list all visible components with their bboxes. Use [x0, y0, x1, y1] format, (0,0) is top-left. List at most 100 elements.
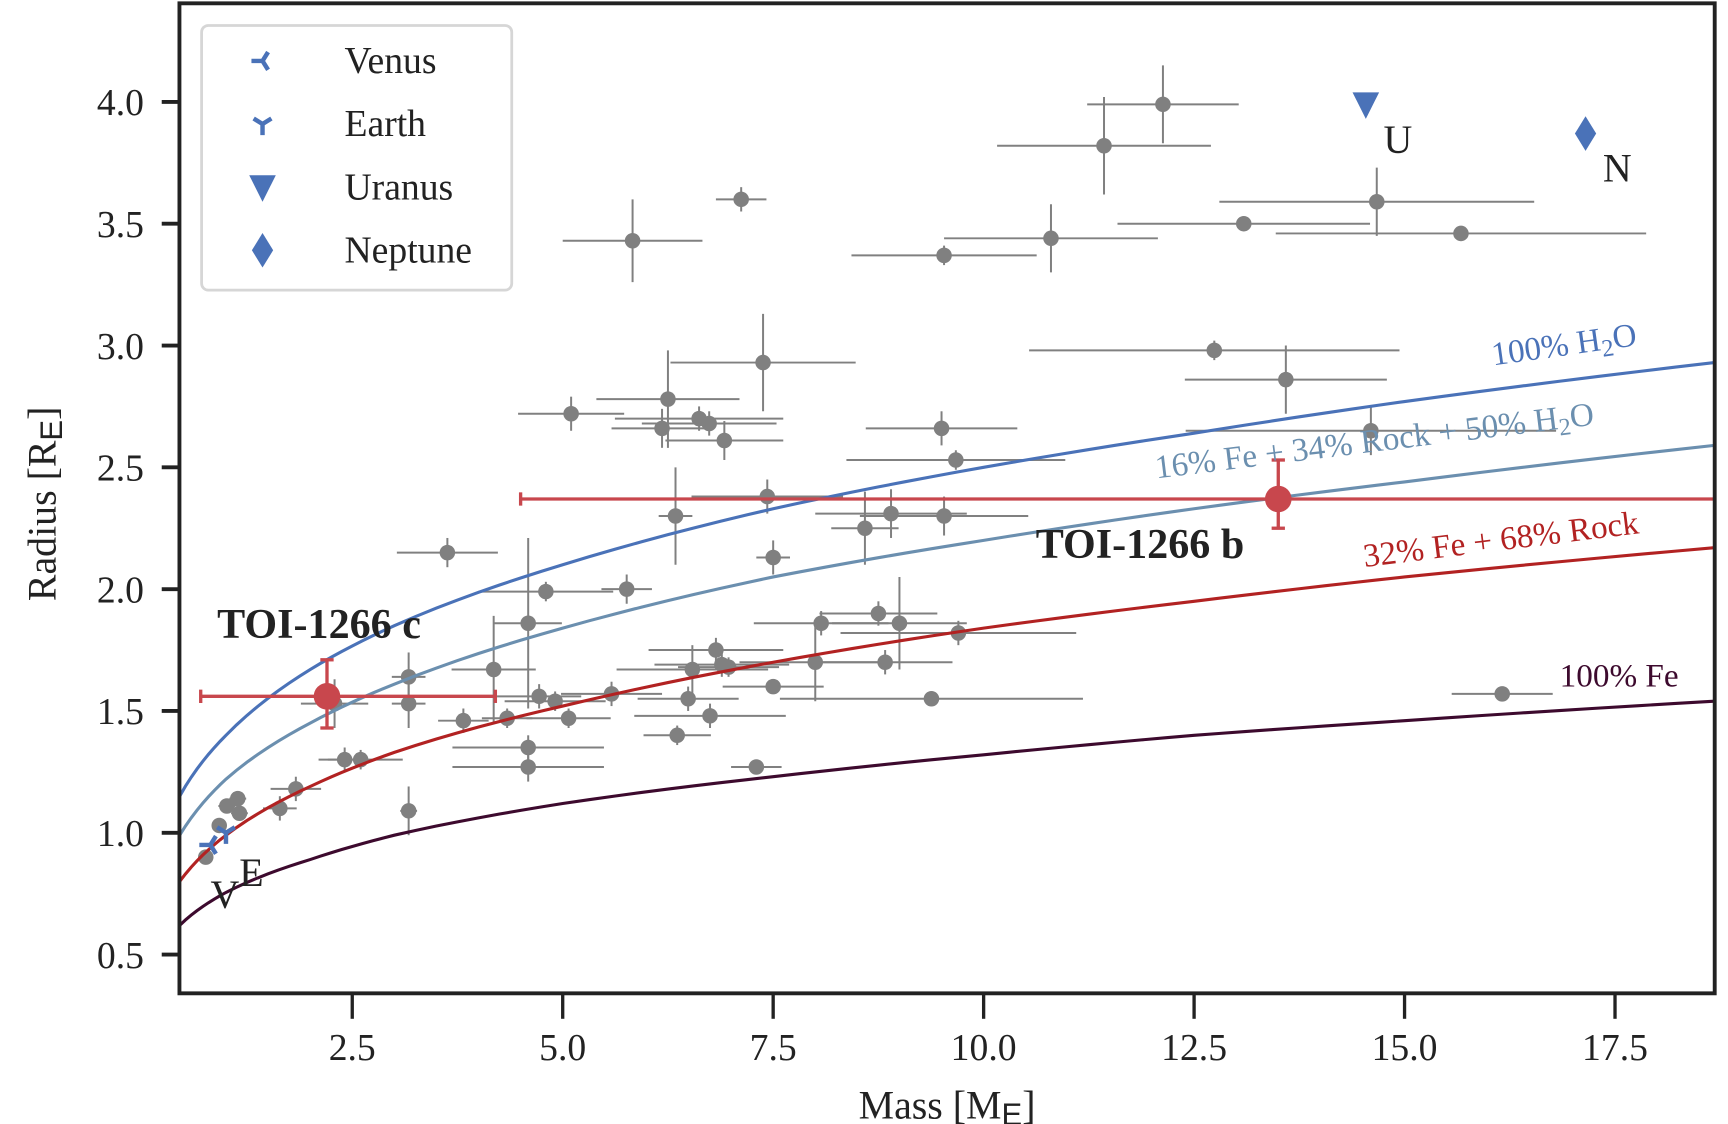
exoplanet-marker [807, 654, 824, 670]
neptune-marker [1574, 116, 1597, 151]
legend-neptune-icon [251, 232, 274, 268]
legend: Venus Earth Uranus Neptune [200, 24, 514, 292]
exoplanet-marker [870, 605, 887, 622]
exoplanet-marker [1043, 230, 1059, 247]
exoplanet-marker [813, 615, 829, 631]
y-tick-label: 4.0 [97, 82, 144, 124]
exoplanet-point [601, 574, 652, 604]
exoplanet-point [715, 187, 767, 212]
exoplanet-marker [716, 432, 733, 449]
exoplanet-point [997, 97, 1211, 195]
y-tick-label: 2.5 [97, 448, 144, 490]
legend-earth: Earth [344, 103, 426, 145]
exoplanet-marker [923, 691, 940, 707]
uranus-marker [1352, 92, 1380, 119]
legend-box [200, 24, 514, 292]
toi-point [518, 458, 1715, 530]
y-tick-label: 3.5 [97, 204, 144, 246]
exoplanet-point [438, 708, 489, 733]
exoplanet-marker [660, 391, 676, 407]
y-tick-label: 2.0 [97, 569, 144, 611]
point-labels: V E U N TOI-1266 b TOI-1266 c [210, 117, 1631, 917]
curve-label-fe: 100% Fe [1560, 658, 1679, 695]
exoplanet-point [229, 790, 247, 807]
exoplanet-point [1219, 167, 1535, 236]
exoplanet-marker [1206, 342, 1223, 359]
exoplanet-marker [936, 508, 952, 524]
exoplanet-point [218, 798, 236, 814]
curve-label-h2o: 100% H2O [1489, 316, 1639, 378]
x-tick-label: 15.0 [1372, 1027, 1438, 1069]
venus-marker [199, 834, 218, 855]
exoplanet-point [832, 576, 967, 670]
x-tick-label: 17.5 [1582, 1027, 1648, 1069]
exoplanet-point [478, 581, 614, 602]
exoplanet-point [1184, 345, 1387, 414]
exoplanet-point [1185, 406, 1557, 456]
exoplanet-marker [765, 678, 781, 695]
exoplanet-marker [701, 415, 717, 432]
exoplanet-point [614, 406, 784, 431]
exoplanet-marker [883, 505, 899, 522]
legend-earth-icon [252, 116, 273, 136]
y-tick-label: 1.5 [97, 691, 144, 733]
exoplanet-point [494, 537, 562, 709]
exoplanet-point [596, 350, 740, 448]
x-tick-label: 12.5 [1161, 1027, 1227, 1069]
exoplanet-marker [231, 805, 248, 822]
exoplanet-marker [1363, 423, 1379, 439]
curve-label-rock: 32% Fe + 68% Rock [1361, 504, 1641, 575]
exoplanet-point [648, 637, 784, 663]
exoplanet-point [526, 708, 611, 728]
x-tick-label: 7.5 [750, 1027, 797, 1069]
exoplanet-point [562, 199, 703, 283]
exoplanet-marker [948, 452, 964, 468]
exoplanet-marker [669, 727, 685, 744]
exoplanet-marker [702, 708, 718, 724]
composition-curve-0 [179, 361, 1715, 797]
exoplanet-marker [400, 803, 417, 819]
exoplanet-point [817, 650, 953, 675]
exoplanet-marker [1453, 225, 1469, 242]
exoplanet-marker [877, 654, 893, 670]
exoplanet-marker [538, 583, 554, 600]
exoplanet-marker [765, 549, 781, 566]
exoplanet-point [231, 805, 248, 822]
exoplanet-point [658, 467, 693, 565]
exoplanet-point [944, 204, 1158, 273]
toi-point [199, 658, 498, 730]
exoplanet-point [270, 776, 322, 802]
y-axis-label: Radius [RE] [19, 407, 69, 602]
exoplanet-marker [400, 695, 417, 712]
exoplanet-marker [520, 739, 536, 756]
exoplanet-marker [485, 661, 502, 678]
composition-curve-2 [179, 546, 1715, 883]
exoplanet-marker [198, 849, 214, 865]
earth-marker [215, 825, 237, 844]
exoplanet-point [1029, 340, 1400, 361]
exoplanet-point [722, 678, 824, 695]
plot-area [179, 65, 1715, 927]
exoplanet-marker [708, 642, 724, 658]
composition-curve-1 [179, 443, 1715, 837]
exoplanet-point [643, 725, 711, 746]
exoplanet-point [665, 421, 784, 461]
exoplanet-marker [219, 798, 235, 814]
exoplanet-marker [748, 759, 765, 775]
exoplanet-point [779, 691, 1083, 707]
exoplanet-marker [1155, 96, 1171, 113]
exoplanet-point [1275, 225, 1647, 242]
x-tick-label: 10.0 [951, 1027, 1017, 1069]
toi-1266b-label: TOI-1266 b [1036, 522, 1245, 568]
exoplanet-marker [1494, 686, 1510, 702]
exoplanet-point [518, 396, 625, 431]
composition-curve-3 [179, 699, 1715, 927]
exoplanet-marker [520, 615, 536, 631]
toi-marker [1264, 485, 1292, 513]
exoplanet-point [452, 752, 604, 782]
exoplanet-point [1117, 215, 1371, 232]
exoplanet-marker [560, 710, 577, 727]
exoplanet-point [859, 496, 1029, 536]
composition-curves [179, 361, 1715, 927]
